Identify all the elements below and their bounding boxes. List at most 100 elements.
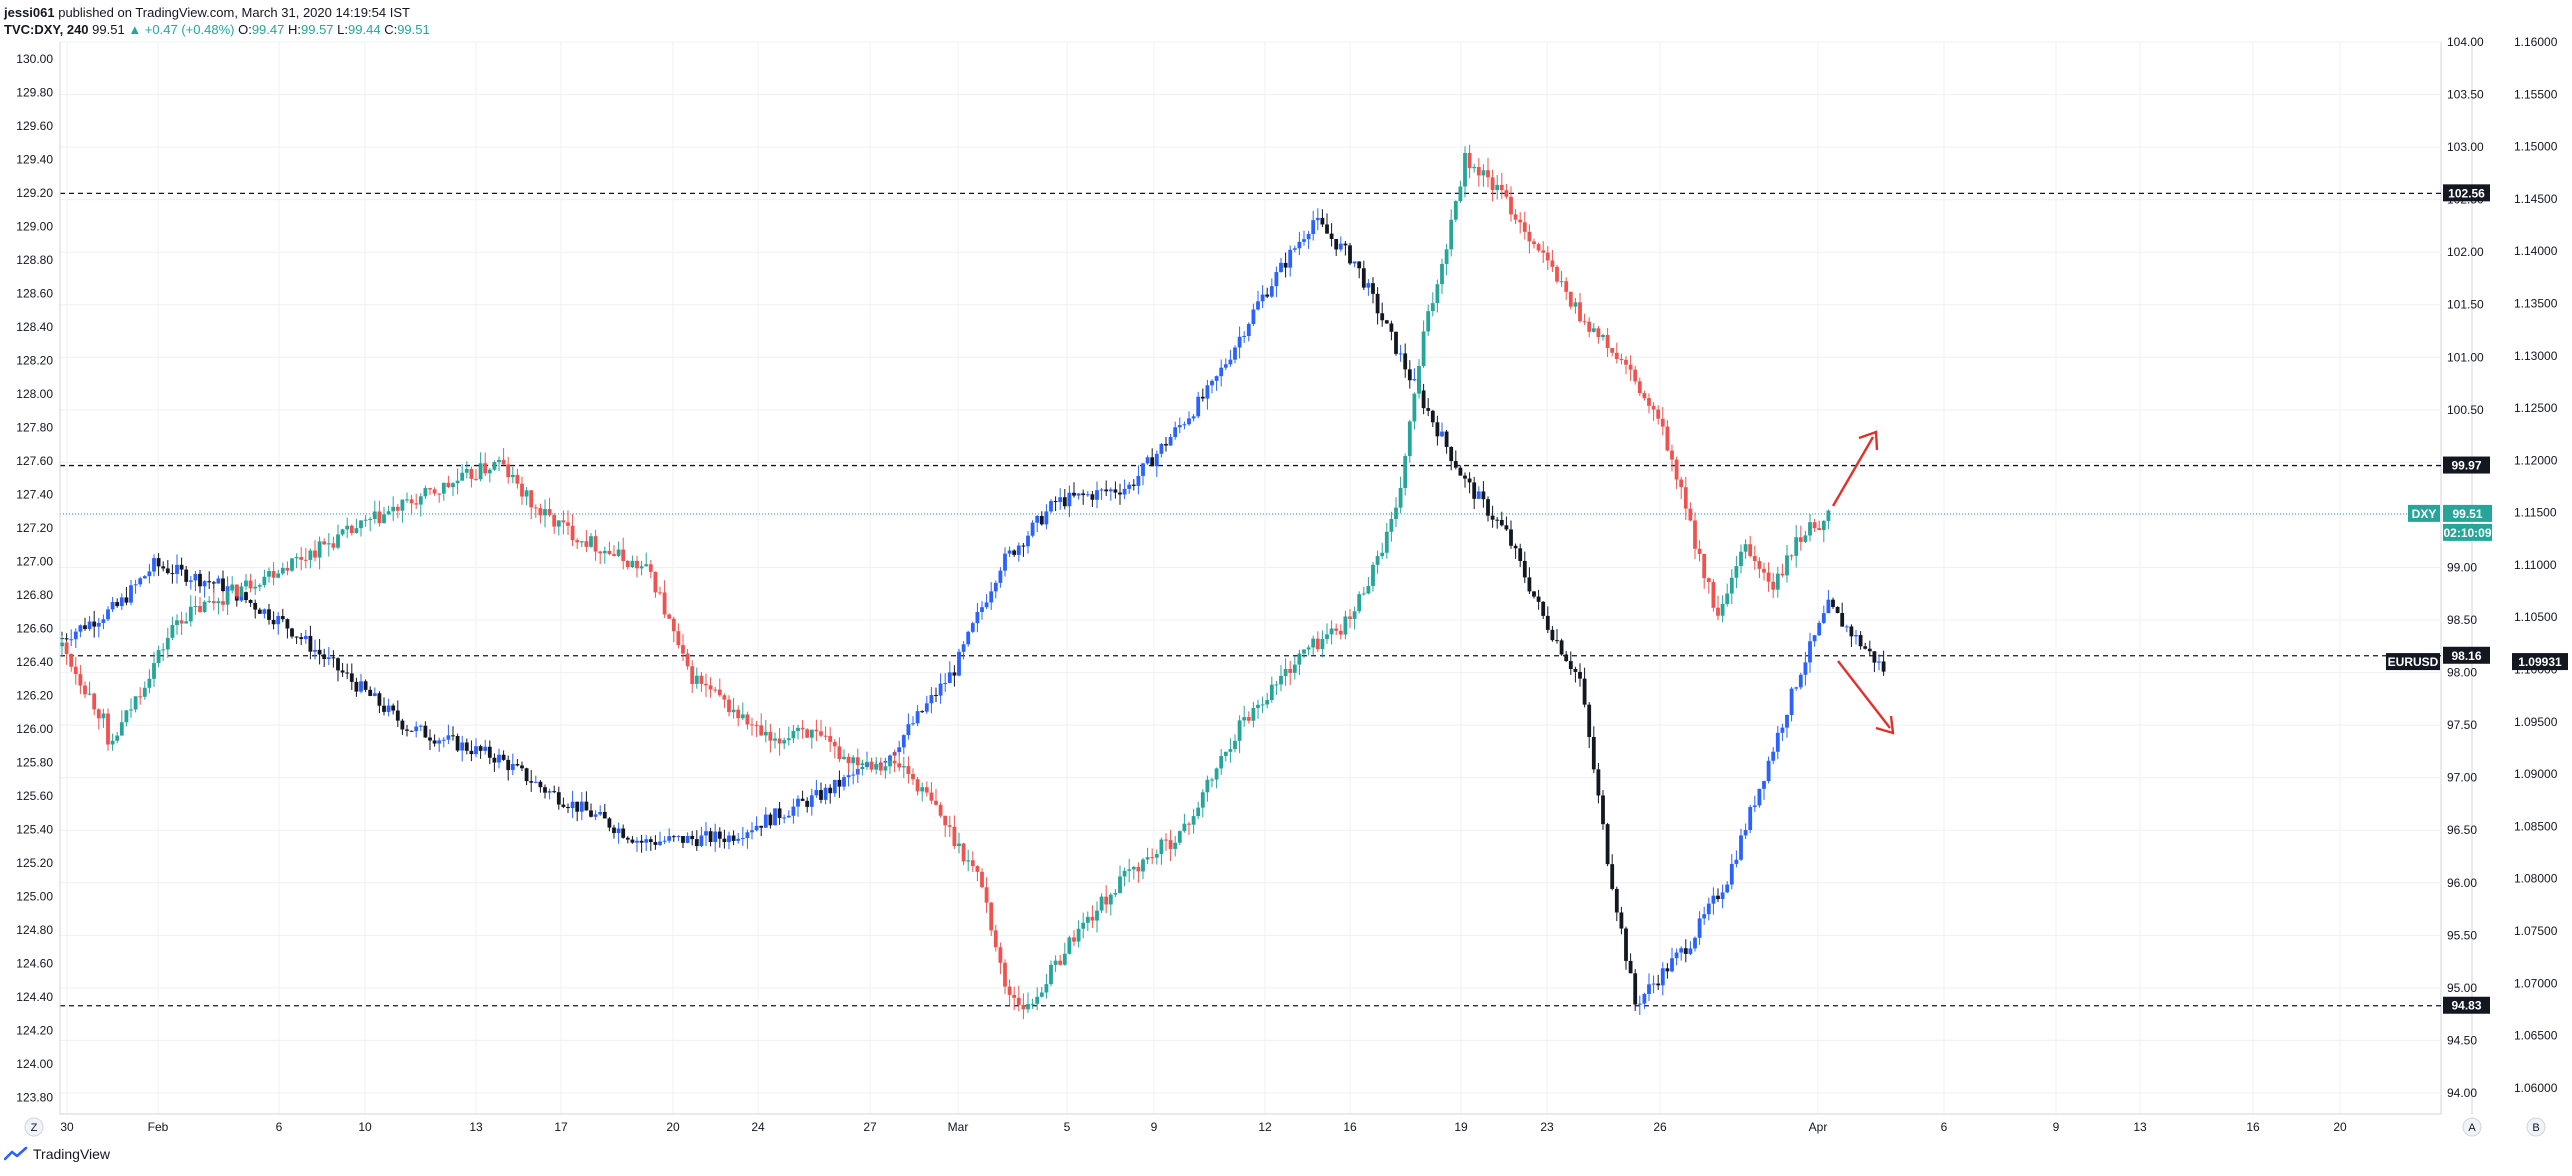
eurusd-candle-body bbox=[395, 710, 400, 721]
eurusd-candle-body bbox=[257, 609, 262, 614]
footer-brand[interactable]: TradingView bbox=[4, 1146, 110, 1162]
dxy-candle-body bbox=[308, 550, 313, 560]
dxy-candle bbox=[423, 485, 428, 499]
eurusd-candle bbox=[1660, 962, 1665, 996]
eurusd-candle bbox=[1085, 490, 1090, 497]
eurusd-candle-body bbox=[1016, 545, 1021, 555]
dxy-candle bbox=[1679, 476, 1684, 500]
dxy-candle bbox=[855, 748, 860, 775]
eurusd-candle-body bbox=[648, 839, 653, 843]
eurusd-candle-body bbox=[653, 842, 658, 845]
dxy-candle bbox=[60, 635, 64, 658]
axis-corner-a-badge bbox=[2462, 1117, 2482, 1137]
eurusd-candle bbox=[616, 822, 621, 844]
dxy-candle bbox=[809, 729, 814, 749]
dxy-candle bbox=[115, 732, 120, 744]
time-axis-tick: 26 bbox=[1653, 1120, 1667, 1134]
eurusd-candle bbox=[1881, 650, 1886, 676]
dxy-candle-body bbox=[1016, 997, 1021, 1005]
dxy-axis-tick: 95.50 bbox=[2447, 928, 2477, 942]
dxy-candle bbox=[593, 529, 598, 561]
eurusd-candle bbox=[1394, 331, 1398, 356]
dxy-candle-body bbox=[1509, 196, 1513, 215]
left-price-axis[interactable]: 130.00129.80129.60129.40129.20129.00128.… bbox=[16, 42, 61, 1114]
left-axis-tick: 124.80 bbox=[16, 923, 53, 937]
dxy-candle bbox=[607, 541, 612, 556]
eurusd-candle bbox=[708, 827, 713, 847]
eurusd-candle-body bbox=[1591, 736, 1596, 770]
eurusd-candle bbox=[1624, 926, 1628, 970]
dxy-candle bbox=[529, 490, 534, 520]
dxy-candle bbox=[253, 579, 258, 596]
dxy-candle-body bbox=[915, 779, 920, 792]
dxy-candle bbox=[704, 673, 708, 697]
dxy-candle-body bbox=[970, 860, 975, 867]
dxy-candle bbox=[1228, 738, 1233, 763]
dxy-candle bbox=[1513, 209, 1518, 225]
eurusd-candle bbox=[1269, 278, 1274, 298]
dxy-candle bbox=[1398, 476, 1403, 514]
eurusd-candle-body bbox=[101, 619, 106, 623]
left-axis-tick: 125.60 bbox=[16, 789, 53, 803]
dxy-candle-body bbox=[1021, 1004, 1026, 1010]
dxy-candle-body bbox=[1306, 647, 1311, 650]
dxy-candle-body bbox=[543, 509, 547, 516]
dxy-candle bbox=[1348, 608, 1352, 629]
eurusd-candle-body bbox=[1274, 272, 1279, 287]
dxy-candle bbox=[805, 728, 810, 739]
plot-area[interactable] bbox=[59, 41, 2442, 1115]
dxy-candle-body bbox=[952, 826, 957, 847]
dxy-candle-body bbox=[796, 727, 800, 731]
dxy-candle-body bbox=[1007, 986, 1012, 995]
dxy-candle bbox=[1619, 353, 1624, 365]
dxy-candle-body bbox=[156, 650, 161, 664]
dxy-candle-body bbox=[395, 506, 400, 511]
eurusd-candle-body bbox=[1131, 484, 1136, 486]
dxy-candle-body bbox=[1421, 331, 1426, 366]
dxy-candle-body bbox=[478, 463, 483, 480]
eurusd-candle-body bbox=[1343, 243, 1348, 246]
eurusd-candle-body bbox=[1108, 489, 1113, 492]
time-axis[interactable]: 30 Feb 6 10 13 17 20 24 27 Mar 5 9 12 16 19 23 26 Apr 6 9 13… bbox=[24, 1113, 2546, 1137]
dxy-candle-body bbox=[1637, 381, 1642, 394]
eurusd-axis-tick: 1.06000 bbox=[2514, 1081, 2558, 1095]
eurusd-candle bbox=[133, 579, 138, 594]
eurusd-candle bbox=[1352, 261, 1357, 268]
eurusd-candle bbox=[1610, 854, 1615, 891]
eurusd-candle bbox=[984, 594, 989, 610]
eurusd-candle-body bbox=[1191, 416, 1196, 419]
dxy-candle bbox=[869, 757, 874, 773]
symbol-interval[interactable]: TVC:DXY, 240 bbox=[4, 22, 89, 37]
dxy-candle-body bbox=[1320, 638, 1325, 650]
eurusd-candle bbox=[998, 567, 1003, 588]
eurusd-candle-body bbox=[1476, 491, 1481, 499]
dxy-candle bbox=[980, 868, 984, 889]
tag-eurusd-name-bg bbox=[2386, 653, 2440, 671]
eurusd-candle bbox=[1670, 947, 1674, 973]
time-axis-tick: 9 bbox=[2053, 1120, 2060, 1134]
dxy-candle bbox=[1798, 525, 1803, 551]
left-axis-tick: 126.00 bbox=[16, 722, 53, 736]
eurusd-candle bbox=[391, 703, 396, 715]
dxy-candle-body bbox=[1633, 369, 1638, 382]
eurusd-candle-body bbox=[1536, 596, 1541, 602]
eurusd-candle bbox=[989, 582, 994, 610]
dxy-candle bbox=[285, 561, 290, 576]
author-name[interactable]: jessi061 bbox=[4, 5, 55, 20]
dxy-candle bbox=[1421, 320, 1426, 368]
eurusd-candle bbox=[308, 625, 313, 660]
dxy-candle-body bbox=[699, 675, 704, 684]
dxy-candle bbox=[1127, 858, 1132, 883]
dxy-candle bbox=[625, 559, 630, 570]
eurusd-candle bbox=[920, 710, 925, 714]
eurusd-candle bbox=[1200, 388, 1205, 402]
dxy-candle bbox=[497, 456, 501, 472]
right-price-axis[interactable]: 104.00103.50103.00102.50102.00101.50101.… bbox=[2447, 35, 2558, 1114]
dxy-candle bbox=[920, 782, 925, 802]
eurusd-candle-body bbox=[1472, 482, 1477, 499]
eurusd-candle-body bbox=[1269, 286, 1274, 297]
dxy-candle-body bbox=[1039, 992, 1044, 997]
dxy-candle-body bbox=[1642, 393, 1647, 399]
eurusd-candle bbox=[1545, 606, 1550, 634]
